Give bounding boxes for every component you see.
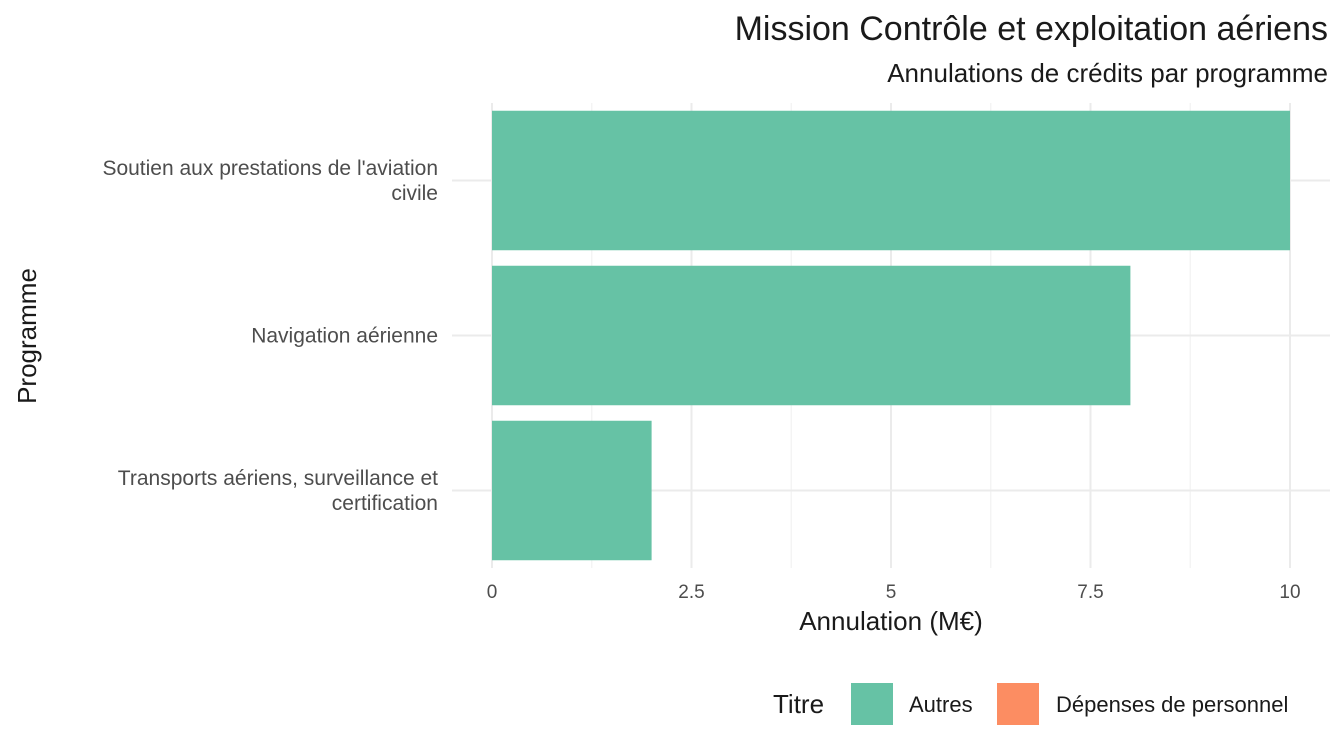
category-label-1: Navigation aérienne (251, 325, 438, 348)
category-label-line: Soutien aux prestations de l'aviation (102, 157, 438, 180)
bar-2-series-0 (492, 420, 652, 561)
legend-title: Titre (773, 689, 824, 719)
legend-key-0 (851, 683, 893, 725)
x-tick-label-4: 10 (1279, 582, 1300, 603)
chart-subtitle: Annulations de crédits par programme (887, 58, 1328, 88)
category-label-line: Transports aériens, surveillance et (118, 467, 438, 490)
x-tick-labels: 0 2.5 5 7.5 10 (487, 582, 1301, 603)
category-label-0: Soutien aux prestations de l'aviation civ… (102, 157, 438, 205)
category-labels: Soutien aux prestations de l'aviation civ… (102, 157, 438, 515)
category-label-2: Transports aériens, surveillance et certi… (118, 467, 438, 515)
chart-title: Mission Contrôle et exploitation aériens (735, 10, 1328, 48)
x-tick-label-0: 0 (487, 582, 498, 603)
legend-label-1: Dépenses de personnel (1056, 692, 1288, 717)
legend: Titre Autres Dépenses de personnel (773, 683, 1288, 725)
bar-0-series-0 (492, 110, 1290, 251)
category-label-line: civile (391, 182, 438, 205)
x-axis-title: Annulation (M€) (799, 606, 983, 636)
category-label-line: Navigation aérienne (251, 325, 438, 348)
x-tick-label-1: 2.5 (678, 582, 704, 603)
y-axis-title: Programme (12, 268, 42, 404)
bar-1-series-0 (492, 265, 1131, 406)
category-label-line: certification (332, 492, 438, 515)
legend-key-1 (997, 683, 1039, 725)
x-tick-label-3: 7.5 (1077, 582, 1103, 603)
legend-label-0: Autres (909, 692, 973, 717)
bars (492, 110, 1290, 561)
x-tick-label-2: 5 (886, 582, 897, 603)
